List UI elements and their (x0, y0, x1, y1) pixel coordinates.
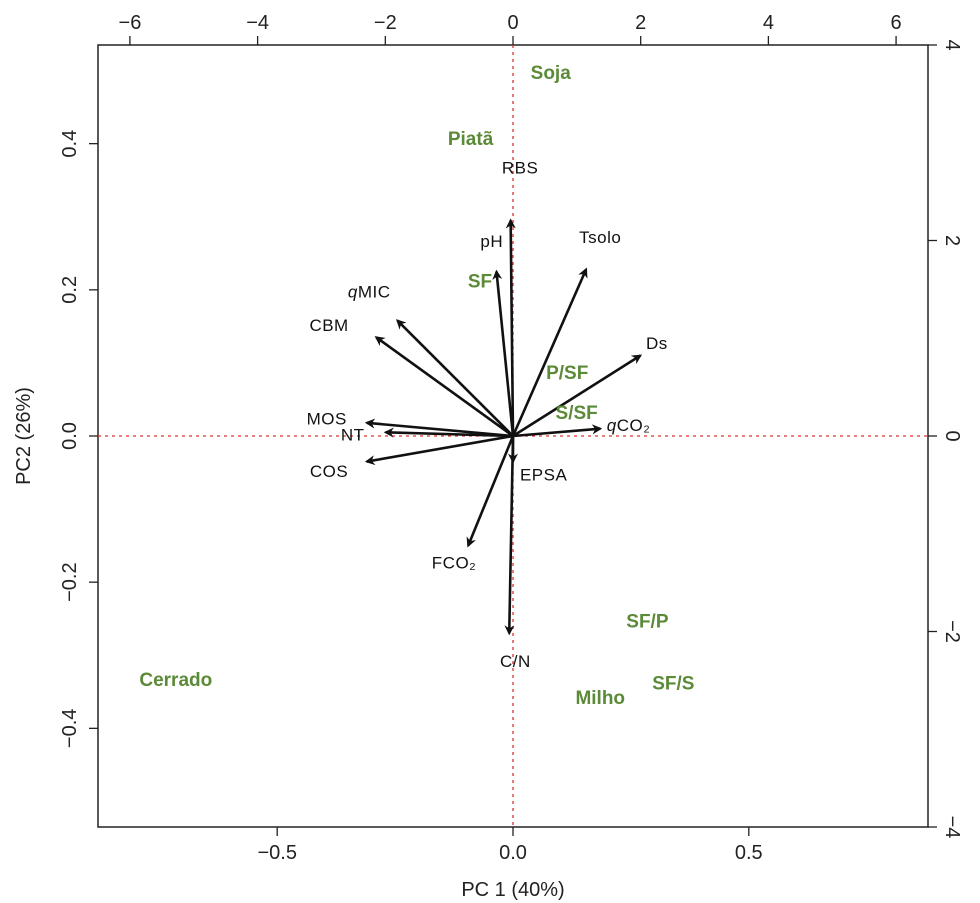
y-tick-label: 0.2 (59, 276, 81, 304)
loading-label-NT: NT (341, 425, 365, 444)
top-tick-label: 6 (891, 12, 902, 34)
top-tick-label: 4 (763, 12, 774, 34)
top-tick-label: −6 (119, 12, 142, 34)
score-label-sfs: SF/S (652, 674, 694, 695)
right-tick-label: 4 (941, 39, 963, 50)
loading-arrow-Ds (512, 354, 643, 438)
right-tick-label: 0 (941, 430, 963, 441)
loading-arrow-COS (364, 434, 514, 466)
top-tick-label: −2 (374, 12, 397, 34)
score-label-piat: Piatã (448, 129, 494, 150)
loading-label-qCO2: qCO₂ (607, 417, 651, 436)
loading-arrow-pH (492, 269, 515, 437)
x-axis-title: PC 1 (40%) (461, 879, 564, 901)
right-tick-label: −2 (941, 620, 963, 643)
y-tick-label: −0.4 (59, 709, 81, 748)
loading-label-EPSA: EPSA (520, 466, 568, 485)
loading-arrow-CN (504, 435, 515, 636)
score-label-sf: SF (468, 272, 492, 293)
loading-label-CN: C/N (500, 652, 531, 671)
bottom-axis: −0.5 0.0 0.5 (257, 827, 763, 864)
loading-arrow-CBM (374, 336, 514, 438)
loading-label-Ds: Ds (646, 334, 668, 353)
loading-arrow-NT (383, 427, 514, 438)
loading-arrow-Tsolo (511, 267, 588, 437)
loading-label-FCO2: FCO₂ (432, 553, 476, 572)
right-axis: −4 −2 0 2 4 (928, 39, 963, 838)
top-tick-label: 2 (635, 12, 646, 34)
loading-arrow-MOS (364, 418, 514, 438)
score-label-psf: P/SF (546, 363, 588, 384)
left-axis: −0.4 −0.2 0.0 0.2 0.4 (59, 130, 98, 748)
loading-label-Tsolo: Tsolo (579, 228, 621, 247)
loading-label-COS: COS (310, 462, 348, 481)
loading-label-CBM: CBM (309, 316, 348, 335)
loading-label-MOS: MOS (307, 409, 347, 428)
score-label-sfp: SF/P (626, 611, 669, 632)
x-tick-label: 0.0 (499, 842, 527, 864)
top-tick-label: 0 (507, 12, 518, 34)
x-tick-label: −0.5 (257, 842, 296, 864)
score-label-milho: Milho (575, 688, 625, 709)
y-tick-label: −0.2 (59, 562, 81, 601)
right-tick-label: 2 (941, 235, 963, 246)
y-axis-title: PC2 (26%) (13, 387, 35, 485)
loading-arrow-RBS (505, 218, 516, 437)
y-tick-label: 0.4 (59, 130, 81, 158)
loading-label-pH: pH (480, 232, 503, 251)
loading-arrows (364, 218, 643, 636)
loading-arrow-qMIC (396, 319, 514, 437)
right-tick-label: −4 (941, 816, 963, 839)
top-tick-label: −4 (246, 12, 269, 34)
top-axis: −6 −4 −2 0 2 4 6 (119, 12, 902, 45)
loading-arrow-FCO2 (466, 435, 515, 548)
score-label-cerrado: Cerrado (139, 670, 212, 691)
loading-arrow-qCO2 (512, 424, 603, 438)
x-tick-label: 0.5 (735, 842, 763, 864)
y-tick-label: 0.0 (59, 422, 81, 450)
loading-label-qMIC: qMIC (348, 283, 391, 302)
score-label-ssf: S/SF (556, 403, 598, 424)
score-label-soja: Soja (531, 63, 572, 84)
score-labels: Soja Piatã SF P/SF S/SF SF/P SF/S Milho Cerrado (139, 63, 694, 709)
loading-label-RBS: RBS (502, 159, 538, 178)
